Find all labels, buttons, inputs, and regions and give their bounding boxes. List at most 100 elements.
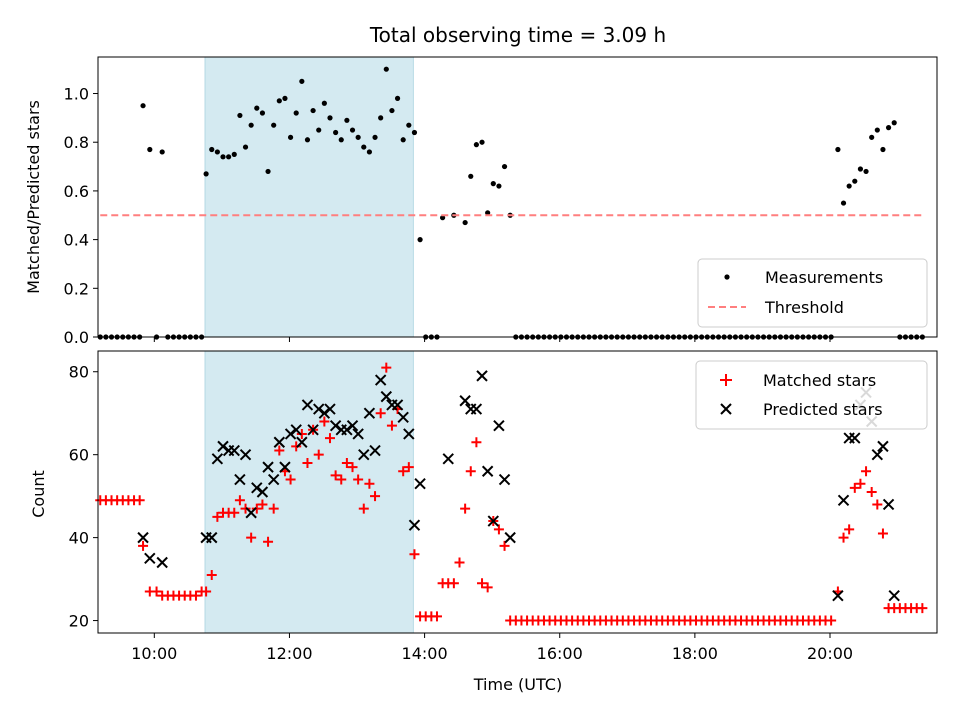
- matched-star-point: [229, 507, 240, 518]
- measurement-point: [304, 137, 311, 143]
- x-tick-label: 20:00: [807, 644, 853, 663]
- matched-star-point: [460, 503, 471, 514]
- top-ylabel: Matched/Predicted stars: [24, 100, 43, 294]
- measurement-point: [310, 107, 316, 114]
- measurement-point: [159, 149, 165, 155]
- measurement-point: [383, 66, 389, 72]
- measurement-point: [282, 95, 288, 101]
- matched-star-point: [341, 457, 352, 468]
- predicted-star-point: [414, 477, 426, 490]
- matched-star-point: [268, 503, 279, 514]
- predicted-star-point: [397, 411, 409, 424]
- measurement-point: [490, 181, 496, 187]
- matched-star-point: [465, 466, 476, 477]
- matched-star-point: [274, 445, 285, 456]
- predicted-star-point: [329, 419, 342, 432]
- matched-star-point: [861, 466, 872, 477]
- matched-star-point: [336, 474, 347, 485]
- predicted-star-point: [470, 403, 483, 415]
- measurement-point: [276, 98, 282, 104]
- predicted-star-point: [256, 486, 269, 498]
- measurement-point: [293, 110, 299, 116]
- predicted-star-point: [301, 399, 314, 411]
- measurement-point: [299, 78, 305, 84]
- measurement-point: [501, 163, 508, 170]
- y-tick-label: 0.0: [64, 328, 89, 347]
- predicted-star-point: [877, 440, 889, 453]
- x-tick-label: 14:00: [402, 644, 448, 663]
- measurement-point: [366, 149, 373, 155]
- legend-measurements-marker: [724, 274, 730, 280]
- matched-star-point: [364, 478, 375, 489]
- predicted-star-point: [837, 494, 850, 507]
- matched-star-point: [324, 433, 335, 444]
- predicted-star-point: [318, 407, 331, 419]
- y-tick-label: 0.8: [64, 133, 89, 152]
- matched-star-point: [849, 482, 860, 493]
- measurement-point: [321, 100, 327, 106]
- measurement-point: [237, 112, 243, 119]
- matched-star-point: [477, 578, 488, 589]
- predicted-star-point: [284, 428, 297, 440]
- matched-star-point: [403, 462, 414, 473]
- measurement-point: [485, 210, 491, 216]
- predicted-star-point: [341, 424, 353, 436]
- chart-title: Total observing time = 3.09 h: [369, 23, 666, 47]
- matched-star-point: [138, 540, 149, 551]
- matched-star-point: [240, 503, 251, 514]
- matched-star-point: [206, 569, 217, 580]
- y-tick-label: 1.0: [64, 85, 89, 104]
- matched-star-point: [296, 428, 307, 439]
- top-legend: Measurements Threshold: [697, 258, 928, 328]
- measurement-point: [846, 183, 852, 189]
- measurement-point: [479, 139, 485, 145]
- matched-star-point: [917, 603, 928, 614]
- measurement-point: [389, 107, 395, 114]
- y-tick-label: 20: [69, 612, 89, 631]
- y-tick-label: 0.4: [64, 231, 89, 250]
- matched-star-point: [844, 524, 855, 535]
- matched-star-point: [454, 557, 465, 568]
- predicted-star-point: [391, 399, 404, 411]
- measurement-point: [349, 127, 356, 133]
- matched-star-point: [493, 524, 504, 535]
- predicted-star-point: [234, 473, 246, 486]
- measurement-point: [400, 137, 406, 143]
- measurement-point: [203, 171, 209, 177]
- measurement-point: [880, 146, 886, 153]
- bottom-ylabel: Count: [29, 470, 48, 518]
- matched-star-point: [251, 503, 262, 514]
- measurement-point: [338, 137, 344, 143]
- predicted-star-point: [313, 403, 325, 415]
- measurement-point: [259, 110, 266, 116]
- matched-star-point: [353, 474, 364, 485]
- matched-star-point: [409, 549, 420, 560]
- predicted-star-point: [369, 444, 381, 457]
- matched-star-point: [330, 470, 341, 481]
- matched-star-point: [866, 487, 877, 497]
- matched-star-point: [246, 532, 257, 543]
- x-tick-label: 16:00: [537, 644, 583, 663]
- measurement-point: [355, 134, 361, 140]
- predicted-star-point: [307, 424, 319, 436]
- measurement-point: [231, 151, 237, 157]
- predicted-star-point: [476, 370, 488, 382]
- measurement-point: [344, 117, 350, 123]
- measurement-point: [840, 200, 847, 206]
- predicted-star-point: [156, 556, 168, 569]
- measurement-point: [147, 146, 153, 153]
- measurement-point: [372, 134, 378, 140]
- measurement-point: [462, 219, 468, 226]
- bottom-axes-frame: [97, 350, 938, 634]
- predicted-star-point: [296, 436, 308, 448]
- matched-star-point: [302, 457, 313, 468]
- top-panel: Total observing time = 3.09 h 0.0 0.2 0.4 0…: [24, 23, 938, 347]
- predicted-star-point: [358, 448, 370, 461]
- matched-star-point: [313, 449, 324, 460]
- predicted-star-point: [137, 531, 149, 544]
- matched-star-point: [471, 437, 482, 448]
- y-tick-label: 0.2: [64, 279, 89, 298]
- matched-star-point: [201, 586, 212, 597]
- measurement-point: [327, 115, 333, 121]
- bottom-panel: 20 40 60 80 10:00 12:00 14:00 16:00 18:00 20:00 C…: [29, 350, 938, 694]
